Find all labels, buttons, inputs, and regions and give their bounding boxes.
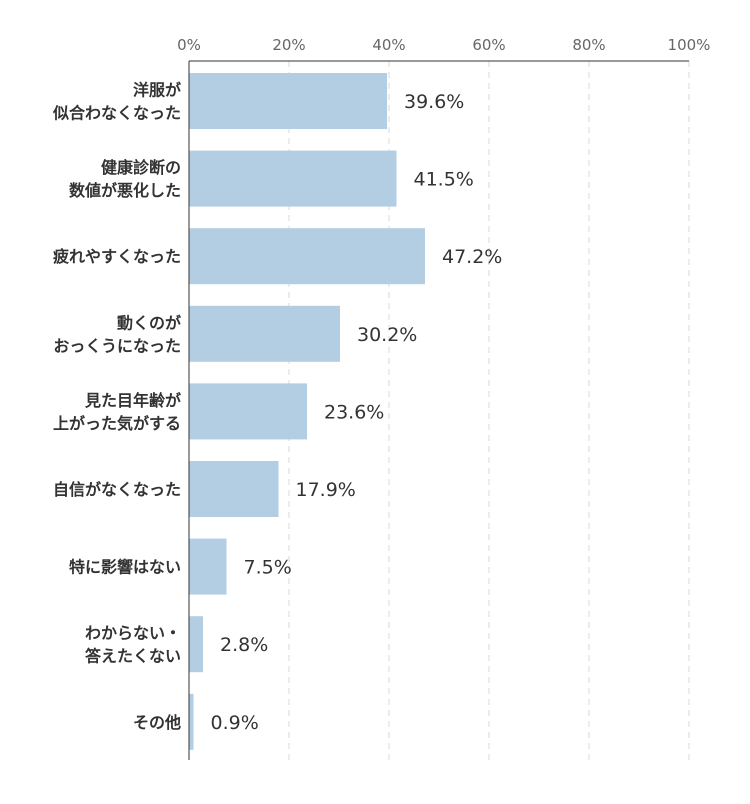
category-label: 洋服が似合わなくなった — [52, 81, 181, 123]
x-tick-label: 20% — [272, 36, 305, 54]
bar — [189, 616, 203, 673]
bar — [189, 693, 194, 750]
bar — [189, 383, 307, 440]
value-label: 17.9% — [296, 479, 356, 501]
category-label-line: 数値が悪化した — [69, 181, 181, 200]
value-label: 41.5% — [414, 169, 474, 191]
x-tick-label: 0% — [177, 36, 201, 54]
x-axis-ticks: 0% 20% 40% 60% 80% 100% — [177, 36, 710, 54]
category-label: 見た目年齢が上がった気がする — [53, 391, 181, 433]
category-label-line: 疲れやすくなった — [53, 247, 181, 266]
category-label-line: 似合わなくなった — [52, 104, 181, 123]
category-label: 健康診断の数値が悪化した — [69, 158, 181, 200]
category-label: 特に影響はない — [69, 558, 181, 577]
value-label: 30.2% — [357, 324, 417, 346]
category-label-line: 動くのが — [117, 313, 181, 332]
category-label-line: 答えたくない — [85, 647, 181, 666]
category-labels: 洋服が似合わなくなった健康診断の数値が悪化した疲れやすくなった動くのがおっくうに… — [52, 81, 181, 732]
category-label-line: わからない・ — [85, 624, 181, 643]
category-label-line: 上がった気がする — [53, 414, 181, 433]
category-label: わからない・答えたくない — [85, 624, 181, 666]
value-label: 7.5% — [244, 557, 292, 579]
category-label-line: 自信がなくなった — [53, 480, 181, 499]
value-label: 0.9% — [211, 712, 259, 734]
bar — [189, 461, 279, 517]
x-tick-label: 100% — [668, 36, 711, 54]
bar — [189, 538, 227, 595]
category-label-line: 健康診断の — [101, 158, 181, 177]
x-tick-label: 60% — [472, 36, 505, 54]
value-label: 39.6% — [404, 91, 464, 113]
category-label-line: 見た目年齢が — [84, 391, 181, 410]
bar — [189, 73, 387, 129]
x-tick-label: 40% — [372, 36, 405, 54]
category-label-line: 特に影響はない — [69, 558, 181, 577]
bar — [189, 228, 425, 285]
bar — [189, 305, 340, 362]
value-labels: 39.6% 41.5% 47.2% 30.2% 23.6% 17.9% 7.5% 2.8% 0.… — [211, 91, 503, 734]
category-label-line: その他 — [133, 713, 181, 732]
value-label: 2.8% — [220, 634, 268, 656]
value-label: 23.6% — [324, 401, 384, 423]
bar — [189, 150, 397, 207]
category-label: 自信がなくなった — [53, 480, 181, 499]
bars — [189, 73, 425, 750]
x-tick-label: 80% — [572, 36, 605, 54]
category-label: 動くのがおっくうになった — [53, 313, 181, 355]
category-label-line: おっくうになった — [53, 336, 181, 355]
axes — [188, 60, 689, 760]
category-label: 疲れやすくなった — [53, 247, 181, 266]
category-label: その他 — [133, 713, 181, 732]
category-label-line: 洋服が — [133, 81, 181, 100]
value-label: 47.2% — [442, 246, 502, 268]
